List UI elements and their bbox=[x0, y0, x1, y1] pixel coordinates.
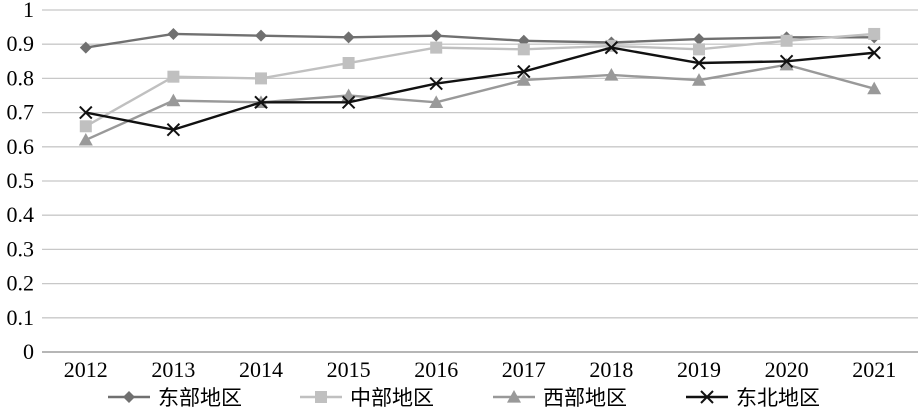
legend-label: 东部地区 bbox=[158, 386, 242, 410]
legend-label: 中部地区 bbox=[350, 386, 434, 410]
data-point-x bbox=[341, 95, 356, 110]
y-tick-label: 0.1 bbox=[7, 305, 35, 330]
y-tick-label: 0.6 bbox=[7, 134, 35, 159]
data-point-diamond bbox=[79, 41, 92, 54]
data-point-triangle bbox=[779, 57, 794, 71]
series-line bbox=[85, 63, 875, 142]
data-point-triangle bbox=[166, 93, 181, 107]
y-tick-label: 0.9 bbox=[7, 31, 35, 56]
y-tick-label: 0.7 bbox=[7, 100, 35, 125]
y-tick-label: 0 bbox=[23, 339, 34, 364]
series-line bbox=[85, 46, 875, 131]
data-point-triangle bbox=[516, 73, 531, 86]
x-tick-label: 2016 bbox=[414, 357, 458, 382]
y-tick-label: 0.2 bbox=[7, 271, 35, 296]
data-point-diamond bbox=[167, 27, 180, 40]
x-tick-label: 2021 bbox=[852, 357, 896, 382]
series-line bbox=[85, 32, 875, 49]
legend-item-2: 中部地区 bbox=[300, 386, 434, 410]
y-tick-label: 0.5 bbox=[7, 168, 35, 193]
data-point-x bbox=[700, 390, 714, 404]
data-point-x bbox=[867, 46, 881, 60]
y-tick-label: 0.4 bbox=[7, 202, 35, 227]
data-point-square bbox=[255, 72, 267, 85]
x-tick-label: 2018 bbox=[589, 357, 633, 382]
data-point-x bbox=[517, 64, 531, 79]
data-point-diamond bbox=[123, 391, 135, 403]
data-point-triangle bbox=[78, 132, 93, 146]
legend-label: 西部地区 bbox=[543, 386, 627, 410]
y-tick-label: 1 bbox=[23, 0, 34, 22]
data-point-triangle bbox=[429, 95, 444, 108]
x-tick-label: 2020 bbox=[765, 357, 809, 382]
x-axis-tick-labels: 2012 2013 2014 2015 2016 2017 2018 2019 2020 2021 bbox=[64, 357, 896, 382]
y-axis-tick-labels: 0 0.1 0.2 0.3 0.4 0.5 0.6 0.7 0.8 0.9 1 bbox=[7, 0, 35, 364]
x-tick-label: 2012 bbox=[64, 357, 108, 382]
series-group bbox=[78, 27, 882, 146]
x-tick-label: 2019 bbox=[677, 357, 721, 382]
data-point-diamond bbox=[255, 29, 267, 42]
data-point-triangle bbox=[604, 67, 619, 81]
data-point-square bbox=[517, 43, 530, 56]
y-tick-label: 0.3 bbox=[7, 236, 35, 261]
data-point-x bbox=[779, 54, 794, 69]
data-point-triangle bbox=[867, 81, 882, 95]
data-point-square bbox=[167, 70, 180, 83]
data-point-square bbox=[605, 39, 618, 52]
legend-item-3: 西部地区 bbox=[493, 386, 627, 410]
data-point-triangle bbox=[507, 390, 521, 403]
data-point-x bbox=[604, 40, 619, 55]
legend-item-4: 东北地区 bbox=[686, 386, 820, 410]
x-tick-label: 2013 bbox=[151, 357, 195, 382]
data-point-diamond bbox=[430, 29, 443, 42]
data-point-square bbox=[79, 120, 92, 133]
data-point-x bbox=[254, 95, 268, 110]
data-point-x bbox=[429, 76, 443, 91]
data-point-x bbox=[79, 105, 93, 120]
x-tick-label: 2017 bbox=[502, 357, 546, 382]
legend-label: 东北地区 bbox=[736, 386, 820, 410]
data-point-square bbox=[868, 27, 881, 40]
data-point-diamond bbox=[342, 31, 355, 44]
data-point-x bbox=[692, 56, 706, 70]
data-point-square bbox=[342, 57, 355, 70]
legend-item-1: 东部地区 bbox=[108, 386, 242, 410]
data-point-square bbox=[315, 391, 327, 403]
series-line bbox=[85, 32, 875, 128]
series-3 bbox=[78, 57, 882, 146]
series-1 bbox=[79, 27, 881, 54]
data-point-square bbox=[780, 34, 793, 47]
x-tick-label: 2015 bbox=[327, 357, 371, 382]
data-point-square bbox=[693, 43, 705, 56]
data-point-triangle bbox=[692, 73, 706, 86]
y-tick-label: 0.8 bbox=[7, 65, 35, 90]
series-4 bbox=[79, 40, 881, 137]
data-point-x bbox=[166, 122, 181, 137]
data-point-square bbox=[430, 41, 443, 54]
data-point-diamond bbox=[693, 33, 705, 46]
x-tick-label: 2014 bbox=[239, 357, 283, 382]
legend: 东部地区 中部地区 西部地区 东北地区 bbox=[108, 386, 820, 410]
